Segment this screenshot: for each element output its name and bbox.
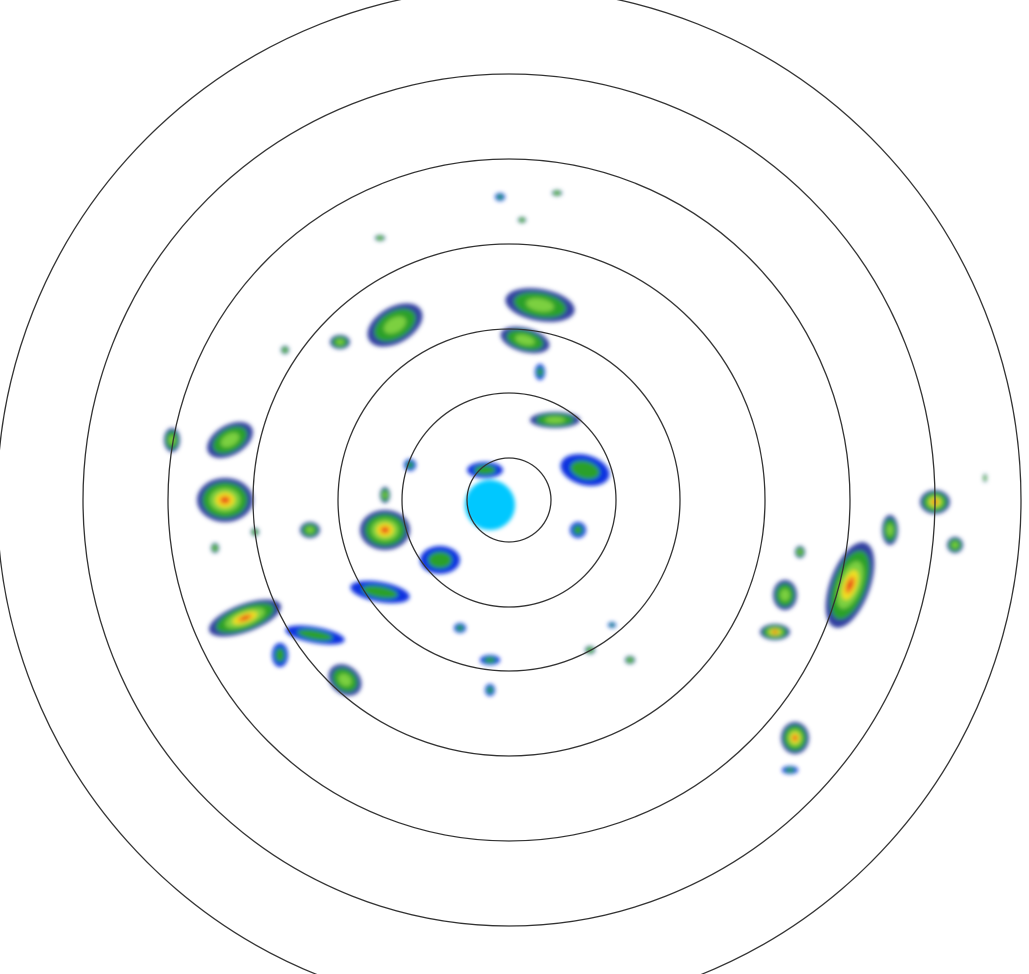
precipitation-cell (793, 736, 797, 740)
precipitation-cell (338, 673, 352, 687)
precipitation-cell (242, 616, 248, 620)
precipitation-cell (537, 367, 543, 377)
range-ring (466, 457, 552, 543)
precipitation-cell (336, 339, 344, 345)
precipitation-cell (628, 658, 632, 662)
precipitation-cell (213, 546, 217, 550)
precipitation-cell (487, 686, 493, 694)
precipitation-cell (384, 316, 406, 334)
precipitation-cell (474, 465, 496, 475)
range-ring (337, 328, 681, 672)
precipitation-cell (222, 498, 228, 502)
precipitation-cell (773, 630, 777, 634)
precipitation-cell (983, 476, 987, 480)
precipitation-cell (428, 551, 452, 569)
precipitation-cell (383, 491, 387, 499)
precipitation-cell (951, 541, 959, 549)
precipitation-cell (220, 432, 240, 448)
precipitation-cell (283, 348, 287, 352)
range-ring (252, 243, 766, 757)
precipitation-cell (798, 549, 802, 555)
precipitation-cell (545, 416, 565, 424)
precipitation-cell (848, 581, 852, 589)
precipitation-cell (297, 629, 333, 641)
range-ring (167, 158, 851, 842)
precipitation-cell (456, 625, 464, 631)
precipitation-cell (484, 657, 496, 663)
precipitation-cell (573, 525, 583, 535)
precipitation-cell (465, 480, 515, 530)
precipitation-cell (555, 191, 559, 195)
precipitation-cell (520, 218, 524, 222)
precipitation-cell (362, 585, 398, 599)
precipitation-cell (378, 236, 382, 240)
range-ring (82, 73, 936, 927)
precipitation-cell (306, 526, 314, 534)
range-ring (401, 392, 617, 608)
precipitation-cell (609, 623, 615, 627)
precipitation-cell (497, 194, 503, 200)
precipitation-cell (526, 298, 554, 312)
precipitation-cell (275, 647, 285, 663)
precipitation-cell (785, 767, 795, 773)
precipitation-cell (886, 524, 894, 536)
precipitation-echoes (164, 190, 987, 774)
precipitation-cell (383, 528, 387, 532)
precipitation-cell (780, 589, 790, 601)
precipitation-cell (570, 460, 600, 480)
precipitation-cell (515, 334, 535, 346)
